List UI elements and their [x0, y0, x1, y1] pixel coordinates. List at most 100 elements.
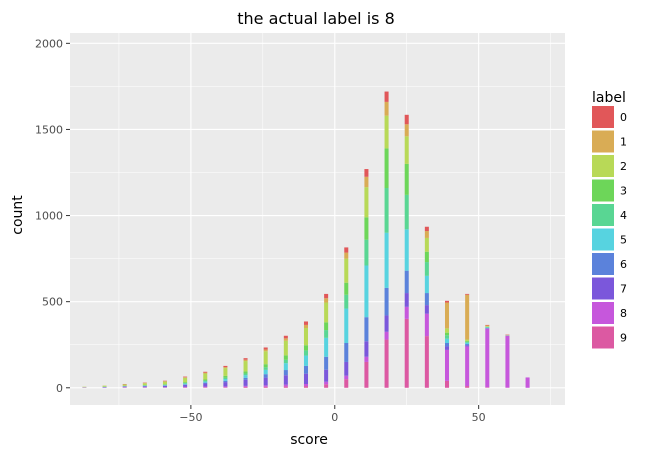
bar-segment-label-7 [444, 346, 450, 350]
bar-segment-label-5 [344, 308, 349, 343]
bar-segment-label-6 [404, 270, 409, 294]
bar-segment-label-8 [183, 386, 188, 388]
bar-segment-label-1 [444, 302, 450, 329]
bar-segment-label-0 [465, 293, 470, 295]
bar-segment-label-0 [263, 347, 268, 350]
bar-segment-label-2 [303, 328, 309, 346]
bar-segment-label-9 [404, 318, 409, 388]
bar-segment-label-6 [243, 377, 248, 380]
legend-label-9: 9 [620, 332, 627, 345]
bar-segment-label-7 [102, 387, 107, 388]
bar-segment-label-8 [384, 331, 389, 340]
legend-title: label [592, 90, 626, 106]
bar-segment-label-2 [142, 383, 147, 386]
bar-segment-label-3 [324, 322, 329, 331]
bar-segment-label-6 [203, 382, 208, 384]
bar-segment-label-1 [203, 372, 208, 374]
bar-segment-label-9 [424, 336, 429, 388]
bar-segment-label-2 [364, 187, 369, 218]
bar-segment-label-7 [142, 386, 147, 388]
bar-segment-label-2 [424, 237, 429, 252]
bar-segment-label-8 [324, 381, 329, 385]
bar-segment-label-2 [223, 368, 228, 376]
bar-segment-label-3 [364, 217, 369, 240]
bar-segment-label-4 [263, 367, 268, 370]
bar-segment-label-3 [162, 384, 167, 385]
bar-segment-label-2 [263, 351, 268, 365]
bar-segment-label-3 [303, 345, 309, 351]
bar-segment-label-2 [122, 384, 127, 386]
bar-segment-label-4 [324, 330, 329, 338]
bar-segment-label-3 [384, 148, 389, 188]
bar-segment-label-7 [324, 369, 329, 382]
bar-segment-label-2 [183, 377, 188, 383]
bar-segment-label-8 [243, 385, 248, 387]
legend-swatch-8 [592, 302, 614, 324]
bar-segment-label-0 [444, 300, 450, 303]
legend-swatch-0 [592, 106, 614, 128]
bar-segment-label-4 [465, 341, 470, 343]
bar-segment-label-4 [344, 294, 349, 309]
bar-segment-label-3 [344, 282, 349, 295]
bar-segment-label-0 [364, 169, 369, 177]
bar-segment-label-2 [243, 361, 248, 372]
bar-segment-label-8 [283, 384, 288, 387]
bar-segment-label-1 [404, 124, 409, 137]
bar-segment-label-1 [465, 294, 470, 340]
bar-segment-label-9 [485, 387, 490, 388]
bar-segment-label-0 [303, 321, 309, 325]
bar-segment-label-2 [485, 326, 490, 327]
bar-segment-label-1 [183, 377, 188, 378]
y-tick-label: 0 [56, 382, 63, 395]
bar-segment-label-8 [303, 383, 309, 387]
bar-segment-label-7 [303, 373, 309, 384]
bar-segment-label-5 [465, 342, 470, 345]
bar-segment-label-5 [444, 338, 450, 343]
bar-segment-label-1 [485, 325, 490, 327]
legend-swatch-6 [592, 253, 614, 275]
legend-swatch-9 [592, 326, 614, 349]
y-tick-label: 500 [42, 296, 63, 309]
bars [82, 91, 530, 388]
bar-segment-label-2 [162, 381, 167, 385]
bar-segment-label-6 [465, 344, 470, 346]
bar-segment-label-6 [303, 365, 309, 374]
bar-segment-label-6 [283, 370, 288, 376]
bar-segment-label-8 [485, 328, 490, 388]
bar-segment-label-9 [324, 384, 329, 388]
legend-swatch-5 [592, 228, 614, 251]
bar-segment-label-8 [203, 386, 208, 388]
bar-segment-label-2 [344, 258, 349, 283]
x-tick-label: 50 [472, 411, 486, 424]
bar-segment-label-6 [384, 287, 389, 316]
chart-title: the actual label is 8 [237, 9, 395, 28]
bar-segment-label-3 [404, 163, 409, 195]
bar-segment-label-7 [162, 385, 167, 388]
bar-segment-label-3 [223, 375, 228, 378]
bar-segment-label-9 [344, 379, 349, 388]
bar-segment-label-1 [263, 349, 268, 352]
bar-segment-label-4 [384, 188, 389, 233]
bar-segment-label-3 [283, 355, 288, 360]
bar-segment-label-9 [364, 361, 369, 388]
x-tick-label: 0 [331, 411, 338, 424]
bar-segment-label-2 [444, 328, 450, 333]
bar-segment-label-9 [384, 339, 389, 388]
bar-segment-label-2 [324, 302, 329, 323]
y-axis-label: count [10, 195, 26, 235]
bar-segment-label-8 [444, 349, 450, 381]
bar-segment-label-4 [303, 350, 309, 356]
bar-segment-label-7 [344, 361, 349, 376]
bar-segment-label-1 [384, 101, 389, 116]
bar-segment-label-2 [102, 385, 107, 387]
bar-segment-label-7 [183, 384, 188, 387]
legend-label-7: 7 [620, 283, 627, 296]
bar-segment-label-4 [444, 335, 450, 339]
bar-segment-label-9 [444, 380, 450, 388]
bar-segment-label-8 [344, 375, 349, 380]
bar-segment-label-6 [324, 356, 329, 370]
bar-segment-label-0 [183, 376, 188, 378]
bar-segment-label-7 [424, 305, 429, 314]
bar-segment-label-0 [404, 114, 409, 125]
y-tick-label: 2000 [35, 37, 63, 50]
